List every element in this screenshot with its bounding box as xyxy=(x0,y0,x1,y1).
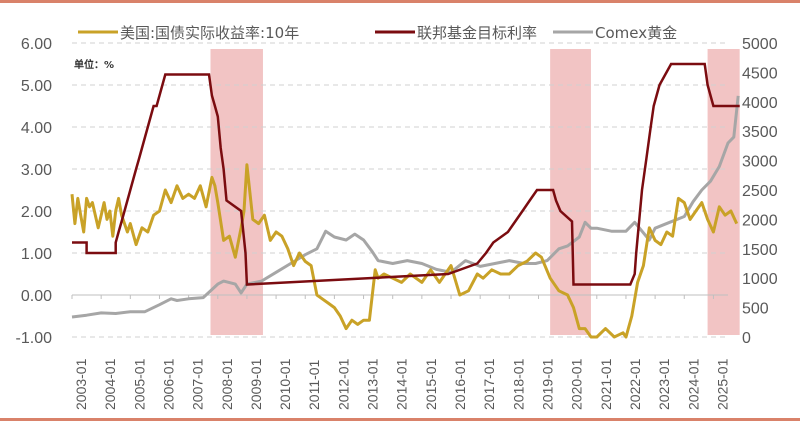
x-axis-tick: 2006-01 xyxy=(160,358,176,410)
x-axis-tick: 2021-01 xyxy=(598,358,614,410)
legend-comex-gold: Comex黄金 xyxy=(553,24,677,42)
svg-text:美国:国债实际收益率:10年: 美国:国债实际收益率:10年 xyxy=(120,24,299,42)
x-axis-tick: 2018-01 xyxy=(510,358,526,410)
right-axis-tick: 4000 xyxy=(742,95,778,112)
series-lines xyxy=(70,62,740,339)
left-axis-ticks: 6.00 5.00 4.00 3.00 2.00 1.00 0.00 -1.00 xyxy=(16,36,53,347)
x-axis-tick: 2024-01 xyxy=(685,358,701,410)
right-axis-tick: 500 xyxy=(742,301,769,318)
legend-real-yield: 美国:国债实际收益率:10年 xyxy=(78,24,299,42)
right-axis-tick: 4500 xyxy=(742,65,778,82)
x-axis-tick: 2015-01 xyxy=(423,358,439,410)
right-axis-tick: 0 xyxy=(742,330,751,347)
x-axis-ticks: 2003-01 2004-01 2005-01 2006-01 2007-01 2008-… xyxy=(71,295,730,410)
x-axis-tick: 2012-01 xyxy=(335,358,351,410)
top-border xyxy=(0,0,800,3)
x-axis-tick: 2004-01 xyxy=(102,358,118,410)
left-axis-tick: 4.00 xyxy=(21,120,52,137)
left-axis-tick: 2.00 xyxy=(21,204,52,221)
left-axis-tick: 0.00 xyxy=(21,288,52,305)
gold-price-line xyxy=(70,163,739,339)
x-axis-tick: 2005-01 xyxy=(131,358,147,410)
x-axis-tick: 2022-01 xyxy=(627,358,643,410)
left-axis-tick: 5.00 xyxy=(21,78,52,95)
x-axis-tick: 2010-01 xyxy=(277,358,293,410)
x-axis-tick: 2023-01 xyxy=(656,358,672,410)
x-axis-tick: 2013-01 xyxy=(365,358,381,410)
x-axis-tick: 2007-01 xyxy=(190,358,206,410)
x-axis-tick: 2008-01 xyxy=(219,358,235,410)
shaded-period xyxy=(550,49,591,335)
gridlines xyxy=(72,42,728,338)
right-axis-tick: 1000 xyxy=(742,271,778,288)
bottom-border xyxy=(0,418,800,421)
x-axis-tick: 2016-01 xyxy=(452,358,468,410)
svg-text:Comex黄金: Comex黄金 xyxy=(595,24,677,42)
x-axis-tick: 2017-01 xyxy=(481,358,497,410)
shaded-period xyxy=(210,49,263,335)
x-axis-tick: 2025-01 xyxy=(714,358,730,410)
x-axis-tick: 2020-01 xyxy=(569,358,585,410)
right-axis-tick: 5000 xyxy=(742,36,778,53)
real-yield-line xyxy=(72,62,740,286)
legend: 美国:国债实际收益率:10年 联邦基金目标利率 Comex黄金 xyxy=(78,24,677,42)
left-axis-tick: 1.00 xyxy=(21,246,52,263)
x-axis-tick: 2011-01 xyxy=(306,359,322,410)
right-axis-tick: 1500 xyxy=(742,242,778,259)
x-axis-tick: 2014-01 xyxy=(394,358,410,410)
right-axis-tick: 3500 xyxy=(742,124,778,141)
legend-fed-funds-rate: 联邦基金目标利率 xyxy=(375,24,537,42)
right-axis-tick: 3000 xyxy=(742,154,778,171)
x-axis-tick: 2003-01 xyxy=(73,358,89,410)
x-axis-tick: 2009-01 xyxy=(248,358,264,410)
x-axis-tick: 2019-01 xyxy=(539,358,555,410)
right-axis-tick: 2000 xyxy=(742,212,778,229)
left-axis-tick: 6.00 xyxy=(21,36,52,53)
unit-label: 单位：% xyxy=(74,58,114,71)
right-axis-tick: 2500 xyxy=(742,183,778,200)
left-axis-tick: 3.00 xyxy=(21,162,52,179)
svg-text:联邦基金目标利率: 联邦基金目标利率 xyxy=(417,24,537,42)
shaded-periods xyxy=(210,49,740,335)
left-axis-tick: -1.00 xyxy=(16,330,53,347)
fed-funds-rate-line xyxy=(71,95,740,319)
shaded-period xyxy=(707,49,740,335)
